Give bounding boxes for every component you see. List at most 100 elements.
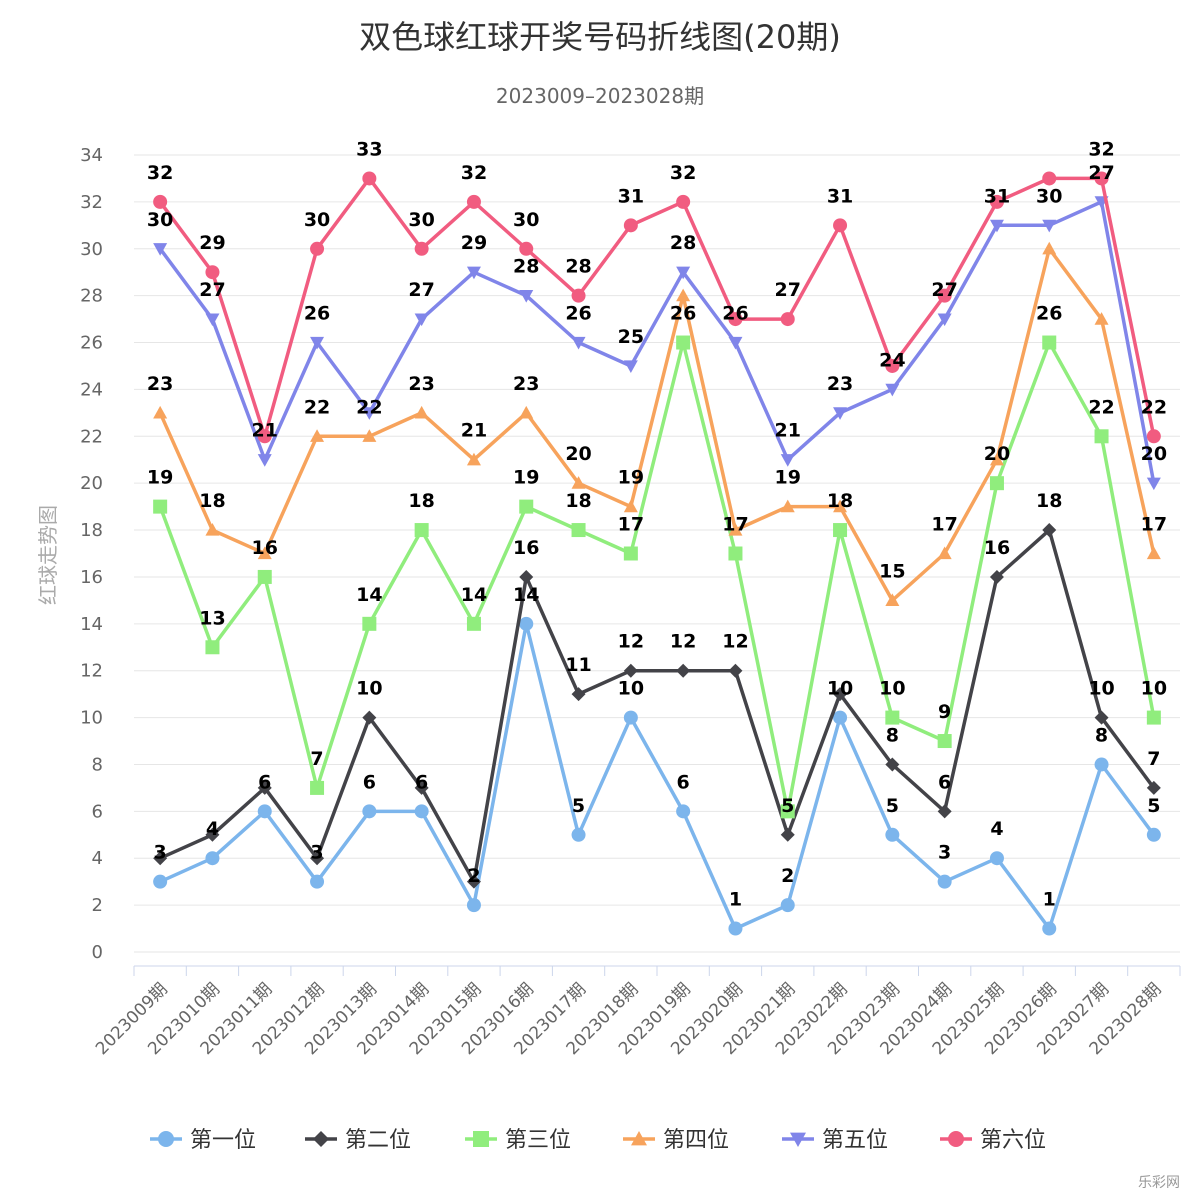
y-tick-label: 34 xyxy=(80,145,103,166)
legend[interactable]: 第一位 第二位 第三位 第四位 第五位 第六位 xyxy=(150,1128,1046,1153)
series-point xyxy=(1042,241,1057,255)
series-point xyxy=(676,194,691,209)
data-label: 5 xyxy=(572,795,585,817)
series-point xyxy=(414,405,429,419)
data-label: 10 xyxy=(618,678,644,700)
data-label: 6 xyxy=(677,771,690,793)
series-4 xyxy=(153,241,1161,606)
series-point xyxy=(205,640,220,655)
data-label: 12 xyxy=(618,631,644,653)
chart-subtitle: 2023009–2023028期 xyxy=(496,84,704,108)
watermark: 乐彩网 xyxy=(1138,1175,1180,1191)
series-point xyxy=(153,243,168,256)
data-label: 15 xyxy=(879,560,905,582)
series-point xyxy=(1146,827,1161,842)
series-point xyxy=(937,288,952,303)
data-label: 10 xyxy=(1141,678,1167,700)
series-group xyxy=(153,171,1161,936)
legend-label: 第三位 xyxy=(505,1128,571,1153)
data-label: 30 xyxy=(1036,185,1062,207)
data-label: 2 xyxy=(781,865,794,887)
data-label: 6 xyxy=(258,771,271,793)
series-point xyxy=(1146,477,1161,491)
data-label: 5 xyxy=(1147,795,1160,817)
series-line xyxy=(158,200,1156,484)
series-point xyxy=(205,523,220,536)
data-label: 17 xyxy=(722,514,748,536)
series-line xyxy=(158,340,1156,814)
series-point xyxy=(466,266,481,280)
legend-item-2[interactable]: 第二位 xyxy=(305,1128,411,1153)
series-point xyxy=(728,336,743,350)
data-label: 27 xyxy=(1088,162,1114,184)
y-tick-label: 10 xyxy=(80,708,103,729)
data-label: 17 xyxy=(1141,514,1167,536)
series-6 xyxy=(153,171,1161,444)
series-point xyxy=(1146,710,1161,725)
data-label: 12 xyxy=(670,631,696,653)
series-point xyxy=(310,874,325,889)
legend-label: 第一位 xyxy=(190,1128,256,1153)
data-label: 20 xyxy=(1141,443,1167,465)
series-point xyxy=(571,476,586,489)
series-point xyxy=(1094,429,1109,444)
series-point xyxy=(728,546,743,561)
series-point xyxy=(257,569,272,584)
series-point xyxy=(1042,171,1057,186)
data-label: 18 xyxy=(199,490,225,512)
series-point xyxy=(1094,757,1109,772)
data-label: 10 xyxy=(879,678,905,700)
legend-item-1[interactable]: 第一位 xyxy=(150,1128,256,1153)
legend-item-4[interactable]: 第四位 xyxy=(623,1128,729,1153)
data-label: 18 xyxy=(408,490,434,512)
data-label: 9 xyxy=(938,701,951,723)
legend-item-3[interactable]: 第三位 xyxy=(465,1128,571,1153)
series-point xyxy=(780,312,795,327)
series-point xyxy=(676,288,691,302)
series-point xyxy=(519,499,534,514)
series-point xyxy=(676,335,691,350)
series-point xyxy=(466,616,481,631)
data-label: 30 xyxy=(408,209,434,231)
legend-item-6[interactable]: 第六位 xyxy=(940,1128,1046,1153)
series-point xyxy=(571,288,586,303)
data-label: 13 xyxy=(199,607,225,629)
series-point xyxy=(1094,312,1109,325)
series-point xyxy=(885,383,900,397)
data-label: 22 xyxy=(356,396,382,418)
data-label: 31 xyxy=(618,185,644,207)
legend-marker xyxy=(948,1131,964,1147)
data-label: 32 xyxy=(670,162,696,184)
series-point xyxy=(153,851,168,866)
series-point xyxy=(414,313,429,327)
data-label: 8 xyxy=(886,724,899,746)
series-point xyxy=(153,499,168,514)
data-label: 16 xyxy=(984,537,1010,559)
series-line xyxy=(158,247,1156,603)
series-point xyxy=(885,710,900,725)
data-label: 30 xyxy=(147,209,173,231)
series-point xyxy=(989,452,1004,466)
legend-label: 第四位 xyxy=(663,1128,729,1153)
series-point xyxy=(205,827,220,842)
legend-item-5[interactable]: 第五位 xyxy=(782,1128,888,1153)
series-point xyxy=(1094,710,1109,725)
series-point xyxy=(780,499,795,513)
series-3 xyxy=(153,335,1161,819)
series-point xyxy=(989,194,1004,209)
data-label: 16 xyxy=(252,537,278,559)
legend-label: 第五位 xyxy=(822,1128,888,1153)
data-label: 28 xyxy=(565,256,591,278)
y-tick-label: 22 xyxy=(80,426,103,447)
data-label: 23 xyxy=(147,373,173,395)
data-label: 26 xyxy=(1036,303,1062,325)
data-label: 28 xyxy=(670,232,696,254)
series-point xyxy=(885,358,900,373)
data-label: 30 xyxy=(304,209,330,231)
series-point xyxy=(571,523,586,538)
x-axis: 2023009期2023010期2023011期2023012期2023013期… xyxy=(92,965,1181,1059)
data-label: 26 xyxy=(565,303,591,325)
series-point xyxy=(780,454,795,467)
data-label: 32 xyxy=(147,162,173,184)
